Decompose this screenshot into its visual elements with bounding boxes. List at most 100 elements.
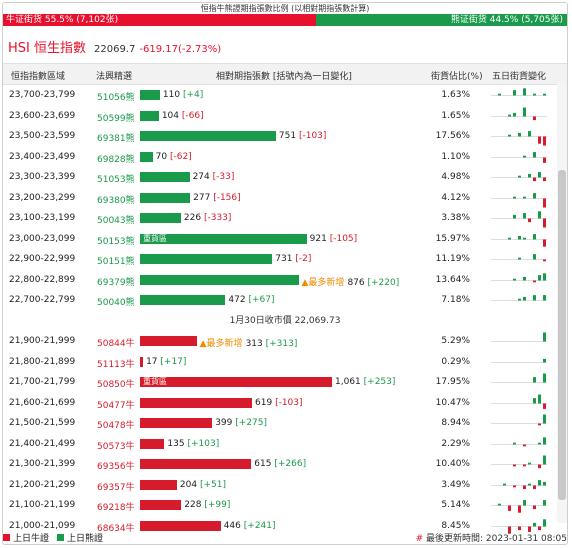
warrant-code-link[interactable]: 50043熊 xyxy=(97,216,135,226)
contracts-change: [-2] xyxy=(295,254,312,264)
sparkline-bar xyxy=(518,505,521,513)
contracts-bar: 重貨區 xyxy=(140,233,307,244)
table-row[interactable]: 23,500-23,599 69381熊 751 [-103] 17.56% xyxy=(3,126,567,147)
sparkline-bar xyxy=(533,377,536,383)
table-row[interactable]: 21,100-21,199 69218牛 228 [+99] 5.14% xyxy=(3,495,567,516)
table-row[interactable]: 21,600-21,699 50477牛 619 [-103] 10.47% xyxy=(3,393,567,414)
table-row[interactable]: 22,900-22,999 50151熊 731 [-2] 11.19% xyxy=(3,249,567,270)
header-five-day: 五日街貨變化 xyxy=(492,72,547,82)
contracts-bar xyxy=(140,192,191,203)
contracts-bar xyxy=(140,397,252,408)
contracts-bar xyxy=(140,151,153,162)
table-row[interactable]: 21,300-21,399 69356牛 615 [+266] 10.40% xyxy=(3,454,567,475)
contracts-bar xyxy=(140,479,177,490)
contracts-value: 399 [+275] xyxy=(215,418,267,428)
legend: 上日牛證 上日熊證 xyxy=(3,531,103,544)
warrant-code-link[interactable]: 69828熊 xyxy=(97,154,135,165)
table-row[interactable]: 23,200-23,299 69380熊 277 [-156] 4.12% xyxy=(3,188,567,209)
five-day-sparkline xyxy=(491,332,547,342)
warrant-code-link[interactable]: 69381熊 xyxy=(97,134,135,144)
contracts-number: 876 xyxy=(347,277,365,288)
sparkline-bar xyxy=(518,526,521,530)
share-percent: 1.10% xyxy=(441,151,470,162)
scrollbar-thumb[interactable] xyxy=(558,170,566,500)
bull-legend-swatch xyxy=(3,534,10,541)
warrant-code-link[interactable]: 50477牛 xyxy=(97,400,135,411)
table-row[interactable]: 23,600-23,699 50599熊 104 [-66] 1.65% xyxy=(3,106,567,127)
warrant-code-link[interactable]: 51113牛 xyxy=(97,359,135,370)
contracts-change: [-105] xyxy=(329,233,358,244)
bear-legend-label: 上日熊證 xyxy=(67,534,104,544)
sparkline-bar xyxy=(523,237,526,239)
warrant-code-link[interactable]: 50573牛 xyxy=(97,441,135,452)
table-row[interactable]: 23,100-23,199 50043熊 226 [-333] 3.38% xyxy=(3,208,567,229)
contracts-change: [+241] xyxy=(243,520,276,531)
warrant-code-link[interactable]: 51053熊 xyxy=(97,175,135,185)
share-percent: 11.19% xyxy=(435,254,470,264)
table-row[interactable]: 21,500-21,599 50478牛 399 [+275] 8.94% xyxy=(3,413,567,434)
sparkline-bar xyxy=(543,177,546,182)
warrant-code-link[interactable]: 68634牛 xyxy=(97,523,135,534)
sparkline-bar xyxy=(508,114,511,116)
header-code: 法興精選 xyxy=(96,72,133,82)
range-cell: 22,900-22,999 xyxy=(9,254,76,264)
bear-legend-swatch xyxy=(57,534,65,541)
table-row[interactable]: 22,700-22,799 50040熊 472 [+67] 7.18% xyxy=(3,290,567,311)
warrant-code-link[interactable]: 69379熊 xyxy=(97,277,135,288)
range-cell: 23,100-23,199 xyxy=(9,213,76,223)
scrollbar[interactable] xyxy=(557,83,567,523)
table-row[interactable]: 23,400-23,499 69828熊 70 [-62] 1.10% xyxy=(3,147,567,168)
contracts-number: 110 xyxy=(162,90,181,100)
share-percent: 5.14% xyxy=(441,500,470,510)
share-percent: 15.97% xyxy=(435,233,470,244)
contracts-value: 921 [-105] xyxy=(310,234,358,244)
warrant-code-link[interactable]: 50599熊 xyxy=(97,113,135,124)
warrant-code-link[interactable]: 51056熊 xyxy=(97,93,135,103)
contracts-value: 277 [-156] xyxy=(193,193,241,203)
warrant-code-link[interactable]: 50850牛 xyxy=(97,380,135,390)
sparkline-bar xyxy=(513,464,516,467)
table-row[interactable]: 23,700-23,799 51056熊 110 [+4] 1.63% xyxy=(3,85,567,106)
heavy-zone-label: 重貨區 xyxy=(143,377,167,386)
contracts-number: 1,061 xyxy=(335,377,361,387)
table-row[interactable]: 21,900-21,999 50844牛 ▲最多新增 313 [+313] 5.29% xyxy=(3,331,567,352)
panel-title: 恒指牛熊證期指張數比例 (以相對期指張數計算) xyxy=(200,4,370,13)
table-row[interactable]: 21,400-21,499 50573牛 135 [+103] 2.29% xyxy=(3,434,567,455)
sparkline-bar xyxy=(538,394,541,403)
warrant-code-link[interactable]: 50153熊 xyxy=(97,236,135,247)
table-row[interactable]: 21,800-21,899 51113牛 17 [+17] 0.29% xyxy=(3,352,567,373)
table-row[interactable]: 23,000-23,099 50153熊 重貨區 921 [-105] 15.97% xyxy=(3,229,567,250)
sparkline-bar xyxy=(543,481,546,485)
table-row[interactable]: 21,700-21,799 50850牛 重貨區 1,061 [+253] 17.95% xyxy=(3,372,567,393)
warrant-code-link[interactable]: 69356牛 xyxy=(97,462,135,472)
sparkline-bar xyxy=(523,88,526,96)
contracts-value: 17 [+17] xyxy=(146,357,186,367)
most-added-marker: ▲最多新增 xyxy=(199,339,243,349)
sparkline-bar xyxy=(533,522,536,526)
contracts-value: 274 [-33] xyxy=(193,172,235,182)
contracts-number: 277 xyxy=(193,192,211,203)
index-name: HSI 恒生指數 xyxy=(8,41,86,56)
contracts-bar xyxy=(140,418,213,428)
warrant-code-link[interactable]: 69357牛 xyxy=(97,482,135,493)
five-day-sparkline xyxy=(491,479,547,489)
contracts-change: [+67] xyxy=(248,295,275,305)
warrant-code-link[interactable]: 50040熊 xyxy=(97,298,135,308)
sparkline-bar xyxy=(498,503,501,506)
sparkline-bar xyxy=(523,107,526,116)
sparkline-bar xyxy=(533,254,536,260)
table-row[interactable]: 22,800-22,899 69379熊 ▲最多新增 876 [+220] 13.64% xyxy=(3,270,567,291)
range-cell: 23,200-23,299 xyxy=(9,192,76,203)
table-row[interactable]: 21,200-21,299 69357牛 204 [+51] 3.49% xyxy=(3,475,567,496)
warrant-code-link[interactable]: 50844牛 xyxy=(97,339,135,349)
warrant-code-link[interactable]: 69218牛 xyxy=(97,503,135,513)
share-percent: 0.29% xyxy=(441,356,470,367)
table-row[interactable]: 23,300-23,399 51053熊 274 [-33] 4.98% xyxy=(3,167,567,188)
sparkline-bar xyxy=(533,192,536,198)
warrant-code-link[interactable]: 50478牛 xyxy=(97,421,135,431)
sparkline-bar xyxy=(533,177,536,182)
table-row[interactable]: 21,000-21,099 68634牛 446 [+241] 8.45% xyxy=(3,516,567,537)
sparkline-bar xyxy=(543,239,546,247)
warrant-code-link[interactable]: 69380熊 xyxy=(97,195,135,206)
warrant-code-link[interactable]: 50151熊 xyxy=(97,257,135,267)
